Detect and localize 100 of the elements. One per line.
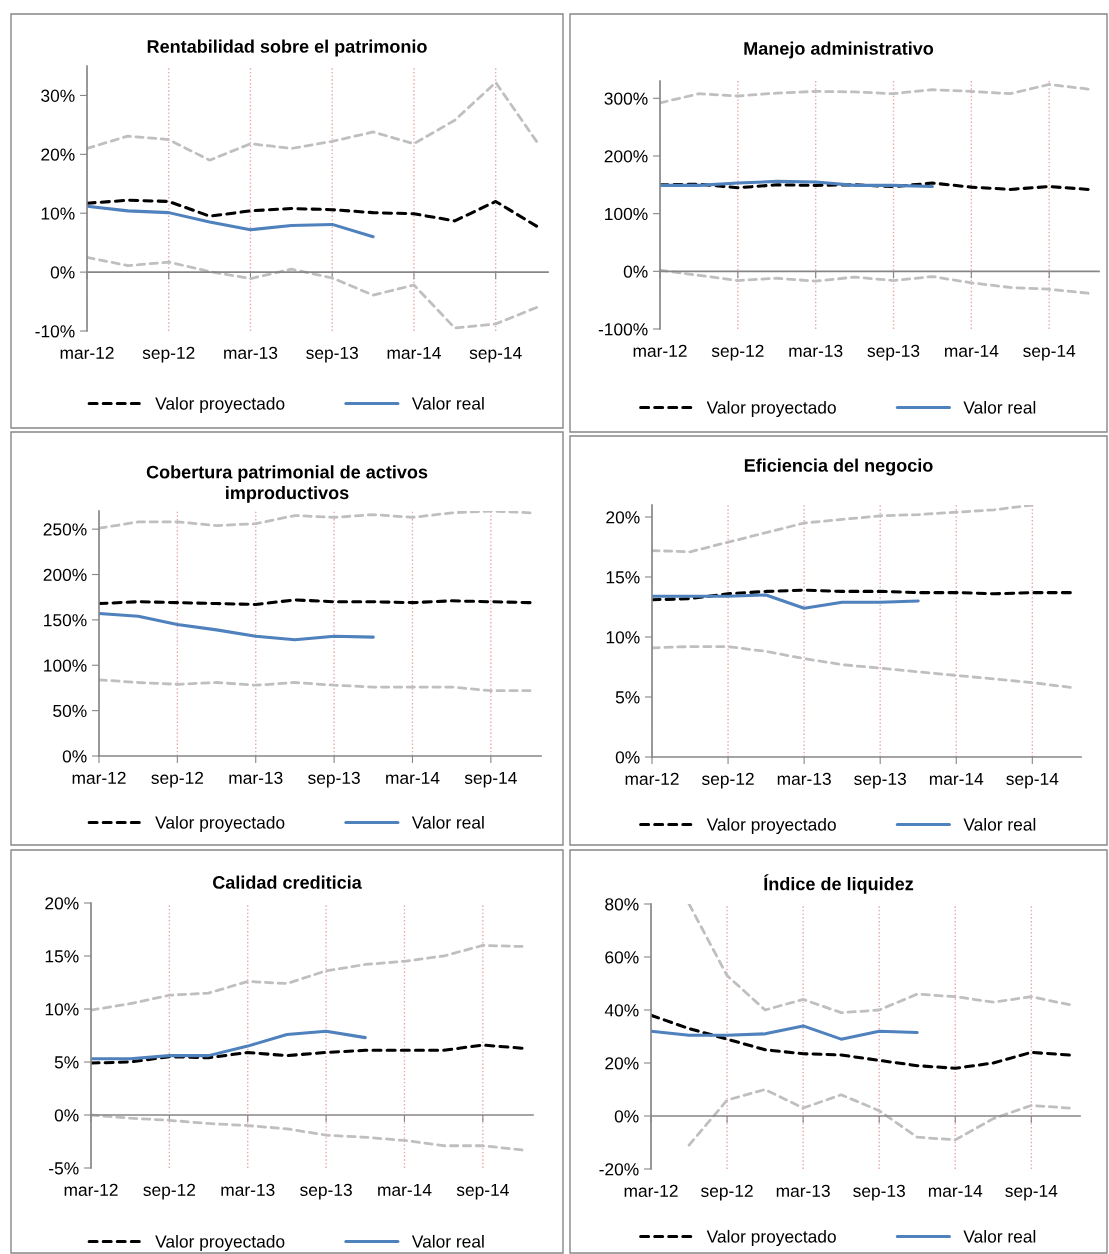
- chart-title: Manejo administrativo: [744, 41, 934, 59]
- line-series: [91, 1029, 367, 1061]
- x-tick-label: mar-13: [224, 346, 278, 360]
- y-tick-label: 15%: [45, 950, 79, 963]
- legend-label: Valor real: [411, 1234, 484, 1248]
- y-tick-label: 5%: [54, 1056, 79, 1069]
- legend-label: Valor proyectado: [706, 817, 836, 835]
- y-tick-label: 0%: [623, 265, 648, 278]
- y-tick-label: 20%: [606, 511, 640, 524]
- x-tick-label: mar-14: [386, 771, 440, 785]
- y-tick-label: 0%: [54, 1109, 79, 1122]
- chart-title: Eficiencia del negocio: [744, 458, 933, 476]
- legend-label: Valor real: [411, 815, 484, 829]
- line-series: [87, 198, 539, 228]
- y-tick-label: 200%: [43, 568, 87, 581]
- x-tick-label: mar-13: [777, 772, 831, 786]
- y-tick-label: 200%: [604, 150, 648, 163]
- line-series: [99, 612, 375, 642]
- x-tick-label: mar-14: [387, 346, 441, 360]
- x-tick-label: sep-12: [702, 772, 754, 789]
- x-tick-label: mar-12: [624, 1184, 678, 1198]
- x-tick-label: sep-13: [308, 771, 360, 788]
- y-tick-label: -10%: [35, 325, 75, 338]
- x-tick-label: mar-12: [633, 344, 687, 358]
- legend-label: Valor proyectado: [155, 1234, 285, 1252]
- line-series: [87, 204, 375, 239]
- y-tick-label: 100%: [605, 207, 648, 221]
- y-tick-label: 0%: [62, 750, 87, 763]
- y-tick-label: 0%: [614, 1110, 639, 1123]
- line-series: [99, 511, 532, 530]
- y-tick-label: 150%: [44, 614, 87, 627]
- y-tick-label: -20%: [599, 1163, 639, 1176]
- y-tick-label: 300%: [604, 92, 648, 105]
- x-tick-label: sep-14: [1005, 1184, 1058, 1201]
- x-tick-label: mar-13: [789, 344, 843, 358]
- line-series: [651, 1024, 919, 1041]
- y-tick-label: 250%: [43, 523, 87, 536]
- legend-label: Valor real: [963, 1229, 1036, 1243]
- x-tick-label: sep-12: [143, 1183, 196, 1200]
- x-tick-label: mar-13: [221, 1183, 275, 1197]
- x-tick-label: sep-12: [711, 344, 764, 361]
- line-series: [687, 1088, 1071, 1147]
- y-tick-label: 10%: [606, 631, 640, 644]
- x-tick-label: mar-12: [625, 772, 679, 786]
- x-tick-label: sep-12: [142, 346, 195, 363]
- y-tick-label: 5%: [615, 691, 640, 704]
- line-series: [687, 904, 1071, 1015]
- line-series: [660, 83, 1090, 105]
- legend-label: Valor proyectado: [706, 1229, 836, 1247]
- x-tick-label: mar-14: [929, 772, 984, 786]
- line-series: [652, 588, 1072, 602]
- x-tick-label: mar-13: [776, 1184, 830, 1198]
- x-tick-label: sep-13: [854, 772, 906, 789]
- legend-label: Valor proyectado: [155, 815, 285, 833]
- line-series: [651, 1013, 1071, 1070]
- x-tick-label: sep-12: [701, 1184, 753, 1201]
- x-tick-label: mar-12: [72, 771, 126, 785]
- line-series: [91, 1113, 524, 1152]
- legend-label: Valor real: [963, 817, 1036, 831]
- y-tick-label: 100%: [44, 659, 87, 672]
- line-series: [87, 256, 538, 330]
- legend-label: Valor real: [411, 396, 484, 410]
- x-tick-label: mar-13: [229, 771, 283, 785]
- line-series: [91, 944, 524, 1012]
- line-series: [652, 593, 920, 610]
- y-tick-label: -100%: [598, 323, 648, 336]
- x-tick-label: sep-13: [300, 1183, 352, 1200]
- x-tick-label: mar-14: [928, 1184, 983, 1198]
- y-tick-label: 0%: [50, 266, 75, 279]
- line-series: [652, 505, 1034, 554]
- legend-label: Valor proyectado: [706, 400, 836, 418]
- x-tick-label: sep-13: [867, 344, 920, 361]
- y-tick-label: -5%: [49, 1162, 79, 1175]
- x-tick-label: sep-14: [1006, 772, 1059, 789]
- chart-title: Calidad crediticia: [212, 875, 362, 889]
- y-tick-label: 10%: [45, 1003, 79, 1016]
- x-tick-label: mar-14: [945, 344, 999, 358]
- line-series: [99, 678, 532, 693]
- x-tick-label: mar-12: [60, 346, 114, 360]
- legend-label: Valor proyectado: [155, 396, 285, 414]
- line-series: [660, 181, 1090, 191]
- chart-title: Rentabilidad sobre el patrimonio: [147, 39, 427, 57]
- x-tick-label: sep-14: [464, 771, 517, 788]
- y-tick-label: 15%: [606, 571, 640, 584]
- y-tick-label: 20%: [605, 1057, 639, 1070]
- y-tick-label: 20%: [41, 148, 75, 161]
- chart-title: Cobertura patrimonial de activos improductivos: [146, 465, 428, 503]
- y-tick-label: 30%: [41, 89, 75, 102]
- y-tick-label: 40%: [604, 1004, 639, 1017]
- legend-label: Valor real: [963, 400, 1036, 414]
- line-series: [660, 268, 1090, 295]
- x-tick-label: sep-13: [306, 346, 358, 363]
- line-series: [652, 645, 1072, 689]
- y-tick-label: 50%: [53, 704, 87, 718]
- chart-title: Índice de liquidez: [764, 874, 914, 894]
- y-tick-label: 20%: [45, 897, 79, 910]
- x-tick-label: sep-12: [151, 771, 204, 788]
- x-tick-label: sep-14: [1023, 344, 1076, 361]
- y-tick-label: 10%: [41, 207, 75, 220]
- line-series: [87, 81, 538, 162]
